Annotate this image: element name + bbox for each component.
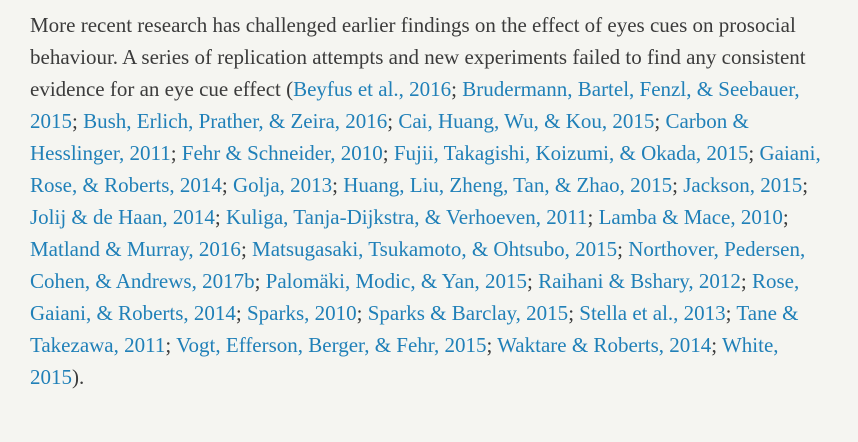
article-text-block: More recent research has challenged earl… — [30, 9, 834, 393]
citation-link[interactable]: Fujii, Takagishi, Koizumi, & Okada, 2015 — [393, 141, 749, 165]
citation-link[interactable]: Northover, Pedersen, Cohen, & Andrews, 2… — [30, 237, 806, 293]
citation-link[interactable]: Cai, Huang, Wu, & Kou, 2015 — [398, 109, 655, 133]
citation-list: Beyfus et al., 2016; Brudermann, Bartel,… — [30, 77, 821, 389]
citation-link[interactable]: Stella et al., 2013 — [579, 301, 726, 325]
citation-link[interactable]: Waktare & Roberts, 2014 — [497, 333, 712, 357]
citation-link[interactable]: Matsugasaki, Tsukamoto, & Ohtsubo, 2015 — [252, 237, 618, 261]
citation-link[interactable]: Fehr & Schneider, 2010 — [181, 141, 383, 165]
paragraph-intro: More recent research has challenged earl… — [30, 13, 806, 101]
citation-link[interactable]: Sparks, 2010 — [246, 301, 357, 325]
citation-link[interactable]: Jolij & de Haan, 2014 — [30, 205, 215, 229]
citation-link[interactable]: Bush, Erlich, Prather, & Zeira, 2016 — [83, 109, 388, 133]
paragraph: More recent research has challenged earl… — [30, 9, 834, 393]
citation-link[interactable]: Palomäki, Modic, & Yan, 2015 — [265, 269, 528, 293]
citation-link[interactable]: Sparks & Barclay, 2015 — [367, 301, 569, 325]
citation-link[interactable]: Beyfus et al., 2016 — [293, 77, 452, 101]
paragraph-closing: ). — [72, 365, 85, 389]
citation-link[interactable]: Golja, 2013 — [233, 173, 333, 197]
citation-link[interactable]: White, 2015 — [30, 333, 779, 389]
citation-link[interactable]: Matland & Murray, 2016 — [30, 237, 241, 261]
citation-link[interactable]: Huang, Liu, Zheng, Tan, & Zhao, 2015 — [343, 173, 673, 197]
citation-link[interactable]: Rose, Gaiani, & Roberts, 2014 — [30, 269, 800, 325]
citation-link[interactable]: Kuliga, Tanja-Dijkstra, & Verhoeven, 201… — [225, 205, 588, 229]
citation-link[interactable]: Raihani & Bshary, 2012 — [538, 269, 741, 293]
citation-link[interactable]: Jackson, 2015 — [683, 173, 803, 197]
citation-link[interactable]: Vogt, Efferson, Berger, & Fehr, 2015 — [176, 333, 487, 357]
citation-link[interactable]: Gaiani, Rose, & Roberts, 2014 — [30, 141, 821, 197]
citation-link[interactable]: Tane & Takezawa, 2011 — [30, 301, 799, 357]
citation-link[interactable]: Lamba & Mace, 2010 — [598, 205, 783, 229]
citation-link[interactable]: Carbon & Hesslinger, 2011 — [30, 109, 749, 165]
citation-link[interactable]: Brudermann, Bartel, Fenzl, & Seebauer, 2… — [30, 77, 800, 133]
